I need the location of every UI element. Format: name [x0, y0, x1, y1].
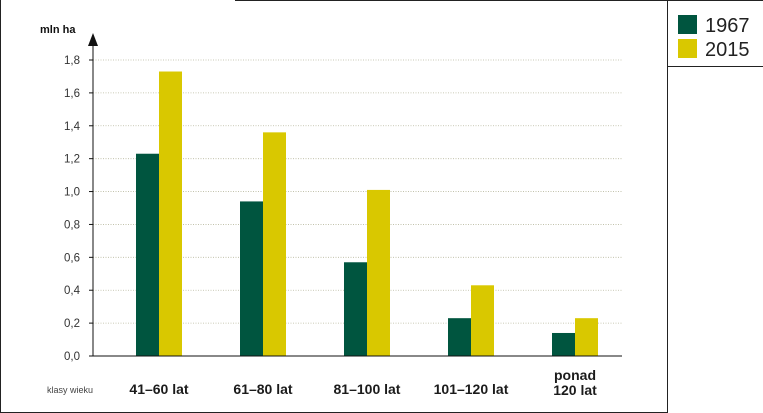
- y-tick-label: 0,0: [64, 351, 80, 363]
- bar-2015-3: [367, 189, 390, 356]
- y-tick-label: 1,0: [64, 187, 80, 199]
- y-axis-label: mln ha: [40, 24, 76, 36]
- bar-1967-5: [552, 332, 575, 356]
- category-label: 81–100 lat: [334, 381, 401, 397]
- y-tick-label: 1,8: [64, 55, 80, 67]
- x-axis-label: klasy wieku: [47, 385, 93, 395]
- y-axis-arrow-icon: [88, 33, 98, 46]
- bar-1967-2: [240, 201, 263, 356]
- category-label: 61–80 lat: [233, 381, 292, 397]
- y-tick-label: 1,6: [64, 88, 80, 100]
- category-labels: 41–60 lat 61–80 lat 81–100 lat 101–120 lat p…: [129, 367, 597, 398]
- legend-swatch-1967: [678, 15, 697, 34]
- y-tick-labels: 0,0 0,2 0,4 0,6 0,8 1,0 1,2 1,4 1,6 1,8: [64, 55, 93, 363]
- y-tick-label: 0,2: [64, 318, 80, 330]
- y-tick-label: 0,6: [64, 252, 80, 264]
- y-tick-label: 1,2: [64, 154, 80, 166]
- bar-2015-4: [471, 285, 494, 356]
- legend-label-2015: 2015: [705, 39, 750, 61]
- legend-label-1967: 1967: [705, 15, 750, 37]
- legend: 1967 2015: [667, 0, 763, 67]
- bar-2015-5: [575, 318, 598, 356]
- y-tick-label: 0,8: [64, 219, 80, 231]
- category-label: 41–60 lat: [129, 381, 188, 397]
- bar-1967-4: [448, 318, 471, 356]
- category-label: ponad 120 lat: [553, 367, 597, 398]
- bars: [136, 71, 598, 356]
- bar-2015-1: [159, 71, 182, 356]
- legend-swatch-2015: [678, 39, 697, 58]
- bar-1967-1: [136, 153, 159, 356]
- y-tick-label: 0,4: [64, 285, 81, 297]
- bar-2015-2: [263, 132, 286, 356]
- y-tick-label: 1,4: [64, 121, 81, 133]
- category-label: 101–120 lat: [434, 381, 509, 397]
- bar-1967-3: [344, 262, 367, 356]
